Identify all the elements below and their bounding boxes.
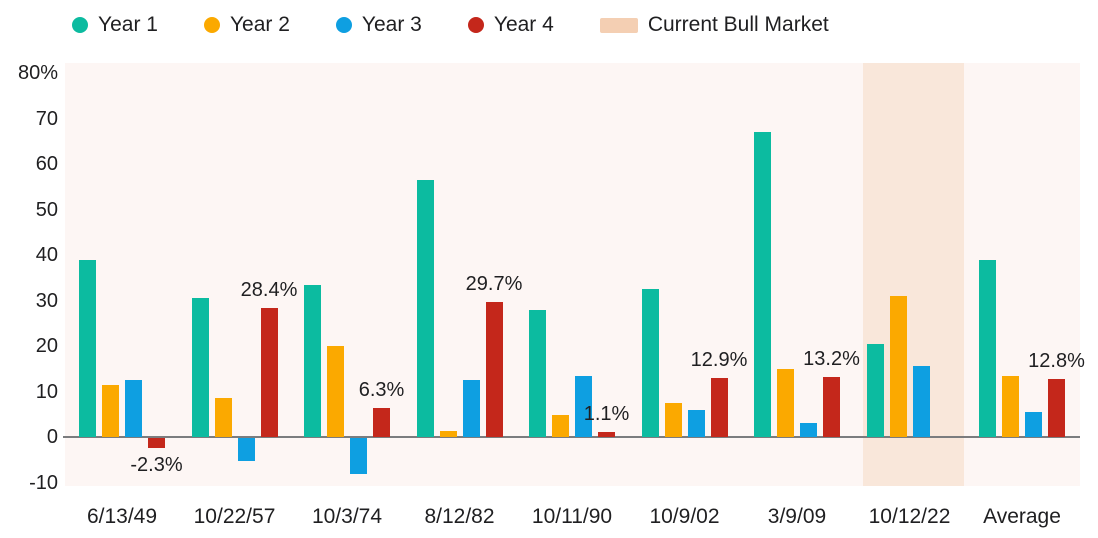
bar-year-1-10-11-90 <box>529 309 546 437</box>
bar-year-3-10-12-22 <box>912 366 930 437</box>
year-4-value-annotation: 1.1% <box>583 402 630 425</box>
bar-year-3-3-9-09 <box>800 423 817 437</box>
year-1-swatch-icon <box>72 17 88 33</box>
year-4-value-annotation: 12.8% <box>1028 349 1085 372</box>
bar-year-2-10-11-90 <box>552 415 569 437</box>
bar-year-1-8-12-82 <box>416 179 434 437</box>
bar-year-4-8-12-82 <box>485 301 503 437</box>
x-axis-category-label: 10/9/02 <box>649 505 720 528</box>
legend-label: Current Bull Market <box>647 13 829 36</box>
legend-label: Year 4 <box>493 13 554 36</box>
bar-year-4-6-13-49 <box>148 438 165 449</box>
bar-year-1-10-22-57 <box>191 298 209 437</box>
bar-year-4-10-22-57 <box>260 307 278 437</box>
x-axis-category-label: 10/11/90 <box>531 505 613 528</box>
year-4-value-annotation: 13.2% <box>803 347 860 370</box>
bar-year-3-Average <box>1025 411 1042 437</box>
x-axis-category-label: 10/3/74 <box>311 505 383 528</box>
chart-legend: Year 1 Year 2 Year 3 Year 4 Current Bull… <box>72 10 829 40</box>
bar-year-1-10-9-02 <box>641 289 659 437</box>
bar-year-2-10-22-57 <box>214 398 232 437</box>
bar-year-4-10-9-02 <box>710 378 728 437</box>
year-4-value-annotation: 29.7% <box>465 272 523 295</box>
x-axis-category-label: 10/12/22 <box>868 505 951 528</box>
bar-year-3-10-9-02 <box>687 409 705 437</box>
bar-year-2-Average <box>1002 375 1019 437</box>
year-4-swatch-icon <box>467 17 484 33</box>
year-4-value-annotation: 6.3% <box>358 379 405 402</box>
x-axis-category-label: 6/13/49 <box>86 505 158 528</box>
bar-year-3-6-13-49 <box>125 380 142 437</box>
y-axis-tick-label: 70 <box>35 107 58 130</box>
legend-item-current-bull-market: Current Bull Market <box>599 13 829 37</box>
y-axis-tick-label: 20 <box>35 335 58 357</box>
x-axis-category-label: 8/12/82 <box>424 505 495 528</box>
bar-year-2-8-12-82 <box>439 431 457 437</box>
bar-year-4-10-3-74 <box>373 408 390 437</box>
x-axis-category-label: Average <box>983 505 1061 528</box>
legend-item-year-1: Year 1 <box>72 13 158 37</box>
bar-year-4-10-11-90 <box>598 431 615 437</box>
year-3-swatch-icon <box>335 17 352 33</box>
legend-label: Year 1 <box>98 13 158 36</box>
year-2-swatch-icon <box>203 17 220 33</box>
y-axis-tick-label: 30 <box>35 289 58 312</box>
bar-year-3-10-3-74 <box>350 438 367 475</box>
x-axis-category-label: 3/9/09 <box>767 505 827 528</box>
current-bull-market-swatch-icon <box>599 17 638 33</box>
year-4-value-annotation: 12.9% <box>690 349 748 372</box>
bar-year-4-3-9-09 <box>823 376 840 437</box>
bar-year-2-10-12-22 <box>889 295 907 437</box>
x-axis-zero-line <box>63 436 1080 438</box>
bar-year-3-8-12-82 <box>462 380 480 437</box>
legend-item-year-2: Year 2 <box>203 13 290 37</box>
year-4-value-annotation: 28.4% <box>240 278 298 301</box>
y-axis-tick-label: 40 <box>35 244 58 266</box>
x-axis-category-label: 10/22/57 <box>193 505 276 528</box>
y-axis-tick-label: 60 <box>35 153 58 175</box>
y-axis-tick-label: -10 <box>29 471 58 494</box>
bar-year-1-6-13-49 <box>79 259 96 437</box>
bar-year-1-10-3-74 <box>304 284 321 437</box>
legend-item-year-3: Year 3 <box>335 13 422 37</box>
bar-year-1-3-9-09 <box>754 132 771 437</box>
bar-year-2-10-3-74 <box>327 346 344 437</box>
bar-year-3-10-11-90 <box>575 375 592 437</box>
bar-year-2-10-9-02 <box>664 402 682 437</box>
y-axis-tick-label: 80% <box>17 62 58 84</box>
y-axis-tick-label: 50 <box>35 198 58 221</box>
legend-item-year-4: Year 4 <box>467 13 554 37</box>
year-4-value-annotation: -2.3% <box>130 454 183 477</box>
bar-year-4-Average <box>1048 378 1065 437</box>
bar-year-2-6-13-49 <box>102 384 119 437</box>
legend-label: Year 2 <box>229 13 290 36</box>
y-axis-tick-label: 10 <box>35 380 58 403</box>
y-axis-tick-label: 0 <box>46 426 58 448</box>
bar-year-1-Average <box>979 259 996 437</box>
bar-year-1-10-12-22 <box>866 343 884 437</box>
bar-year-3-10-22-57 <box>237 438 255 461</box>
legend-label: Year 3 <box>361 13 422 36</box>
bar-year-2-3-9-09 <box>777 368 794 437</box>
